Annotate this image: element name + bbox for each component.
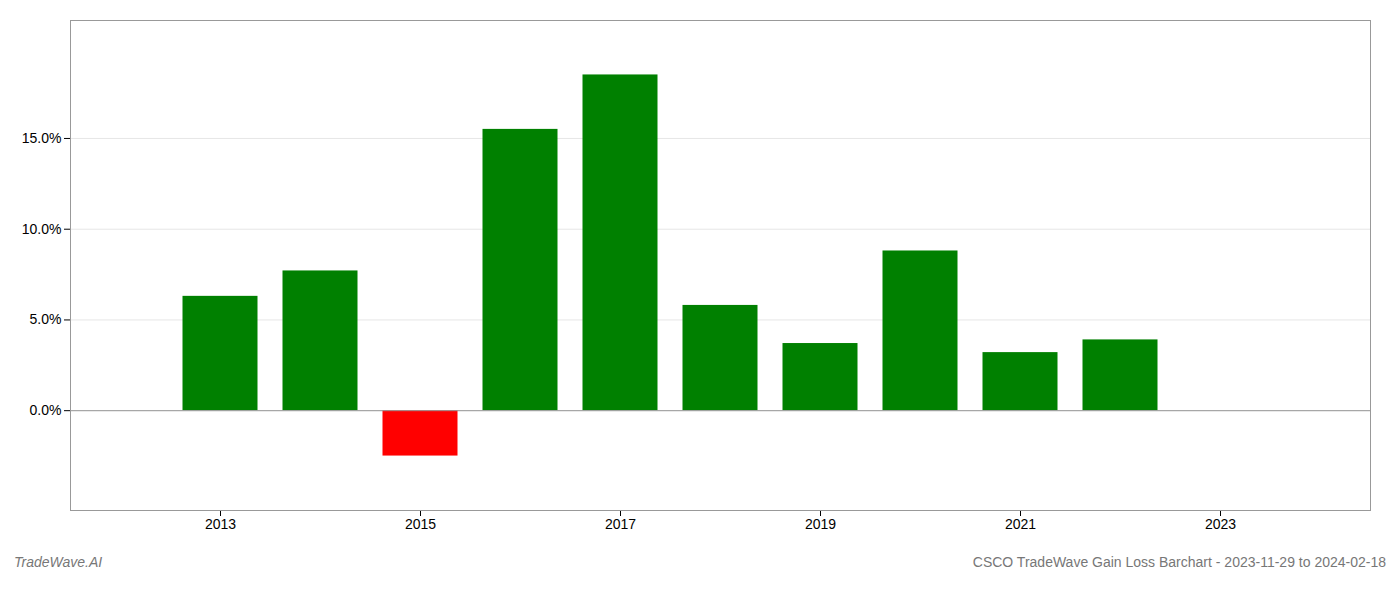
svg-text:2013: 2013: [205, 516, 236, 532]
svg-text:2021: 2021: [1005, 516, 1036, 532]
svg-text:2019: 2019: [805, 516, 836, 532]
svg-text:10.0%: 10.0%: [22, 221, 62, 237]
svg-text:5.0%: 5.0%: [30, 311, 62, 327]
svg-text:2023: 2023: [1205, 516, 1236, 532]
svg-text:15.0%: 15.0%: [22, 130, 62, 146]
svg-text:2017: 2017: [605, 516, 636, 532]
svg-text:0.0%: 0.0%: [30, 402, 62, 418]
html-text:CSCO TradeWave Gain Loss Barch: CSCO TradeWave Gain Loss Barchart - 2023…: [972, 554, 1386, 570]
html-text:TradeWave.AI: TradeWave.AI: [14, 554, 103, 570]
svg-text:2015: 2015: [405, 516, 436, 532]
